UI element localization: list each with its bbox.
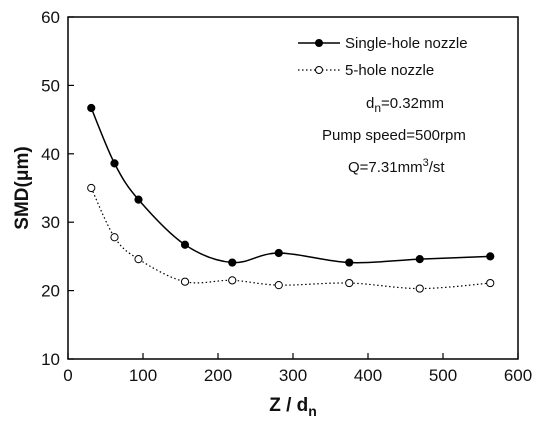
- data-point-single-hole: [228, 258, 237, 267]
- legend-label-single: Single-hole nozzle: [345, 35, 468, 52]
- plot-frame: [67, 16, 519, 360]
- data-point-single-hole: [180, 240, 190, 249]
- data-point-five-hole: [415, 284, 424, 293]
- y-tick-label: 50: [41, 76, 60, 95]
- annotation-pump-speed: Pump speed=500rpm: [322, 127, 466, 144]
- y-tick-label: 10: [41, 350, 60, 369]
- y-tick-label: 40: [41, 145, 60, 164]
- data-point-five-hole: [228, 276, 237, 285]
- legend-marker-single: [315, 39, 323, 47]
- data-point-single-hole: [486, 252, 495, 261]
- legend-marker-five: [315, 66, 323, 74]
- data-point-five-hole: [180, 277, 190, 286]
- data-point-five-hole: [274, 281, 283, 290]
- series-layer: [87, 103, 495, 293]
- y-tick-label: 60: [41, 8, 60, 27]
- x-axis-title: Z / dn: [269, 395, 317, 419]
- data-point-five-hole: [134, 255, 143, 264]
- legend: Single-hole nozzle 5-hole nozzle: [298, 35, 468, 79]
- data-point-single-hole: [87, 103, 96, 113]
- x-tick-label: 300: [279, 366, 307, 385]
- x-tick-label: 600: [504, 366, 532, 385]
- y-tick-label: 30: [41, 213, 60, 232]
- x-tick-label: 100: [129, 366, 157, 385]
- annotation-dn: dn=0.32mm: [366, 95, 444, 115]
- data-point-five-hole: [345, 278, 354, 288]
- y-axis-title: SMD(μm): [12, 146, 33, 229]
- data-point-single-hole: [110, 159, 119, 168]
- ticks-layer: 0 100 200 300 400 500 600 10 20 30 40 50 60: [41, 8, 532, 385]
- data-point-single-hole: [134, 195, 143, 204]
- y-tick-label: 20: [41, 282, 60, 301]
- series-line-five-hole: [90, 187, 491, 290]
- data-point-five-hole: [486, 278, 495, 288]
- x-tick-label: 500: [429, 366, 457, 385]
- data-point-five-hole: [87, 183, 96, 193]
- annotation-dn-subscript: n: [374, 101, 381, 115]
- legend-label-five: 5-hole nozzle: [345, 62, 434, 79]
- x-axis-title-subscript: n: [308, 403, 317, 419]
- annotation-q: Q=7.31mm3/st: [348, 157, 445, 176]
- x-tick-label: 0: [63, 366, 72, 385]
- annotation-q-superscript: 3: [423, 157, 429, 169]
- data-point-single-hole: [345, 258, 354, 267]
- x-tick-label: 200: [204, 366, 232, 385]
- data-point-single-hole: [274, 248, 283, 258]
- data-point-five-hole: [110, 233, 119, 242]
- x-tick-label: 400: [354, 366, 382, 385]
- data-point-single-hole: [415, 255, 424, 264]
